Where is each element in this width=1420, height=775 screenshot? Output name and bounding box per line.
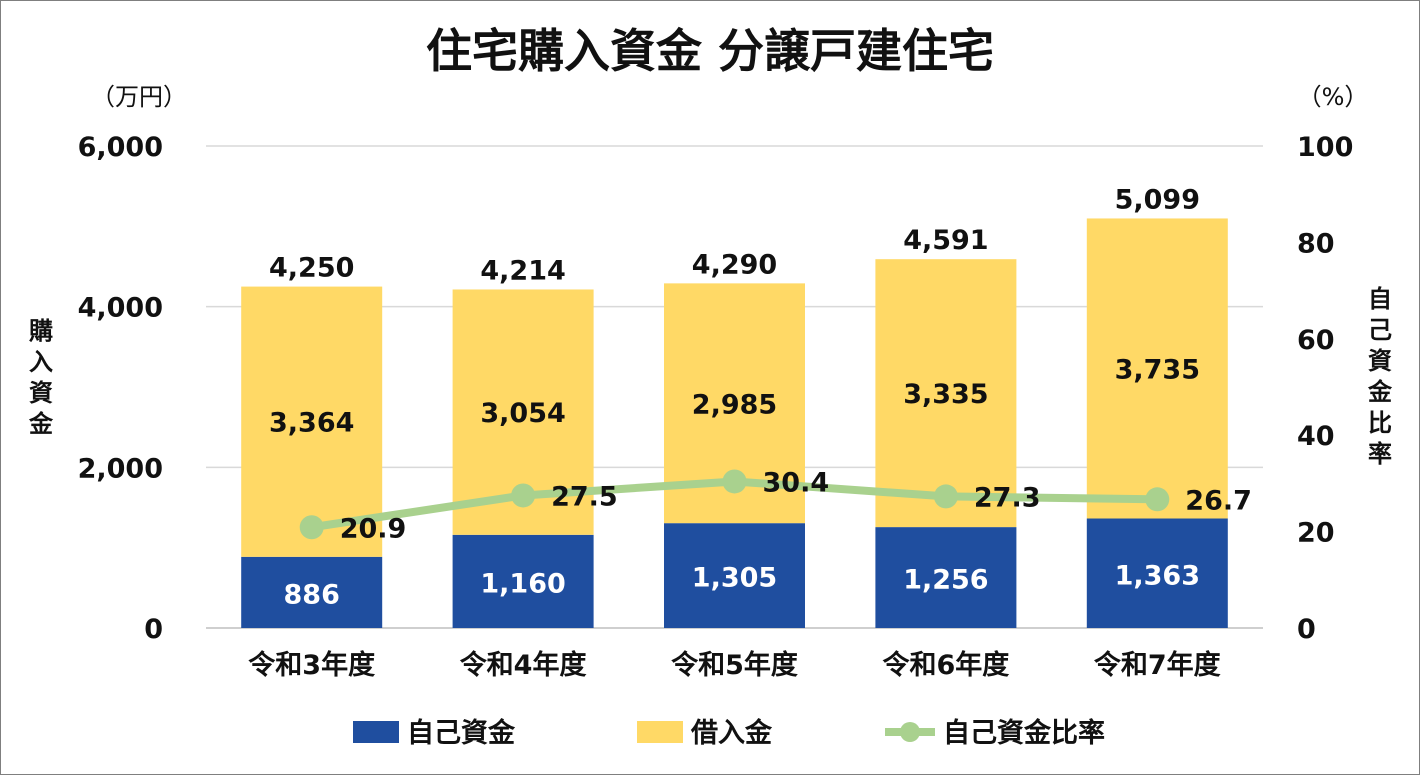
ratio-point (933, 484, 958, 509)
own-funds-value-label: 1,363 (1115, 560, 1200, 591)
legend-label-ratio: 自己資金比率 (943, 717, 1105, 749)
loan-value-label: 3,054 (480, 398, 565, 429)
right-tick-label: 80 (1297, 228, 1335, 259)
own-funds-value-label: 1,160 (480, 568, 565, 599)
bar-own-funds (664, 523, 805, 628)
right-tick-label: 60 (1297, 325, 1335, 356)
chart-title: 住宅購入資金 分譲戸建住宅 (426, 24, 994, 78)
category-label: 令和5年度 (671, 649, 798, 681)
category-label: 令和7年度 (1094, 649, 1221, 681)
right-tick-label: 100 (1297, 132, 1353, 163)
ratio-value-label: 27.3 (974, 482, 1041, 513)
bar-loan (241, 286, 383, 557)
ratio-point (511, 483, 536, 508)
bar-loan (875, 259, 1017, 528)
legend-label-loan: 借入金 (690, 717, 773, 749)
loan-value-label: 3,364 (269, 408, 354, 439)
ratio-point (299, 515, 324, 540)
left-tick-label: 4,000 (78, 293, 163, 324)
bar-own-funds (241, 556, 383, 628)
legend-swatch-own-funds (353, 721, 399, 743)
total-value-label: 5,099 (1115, 184, 1200, 215)
loan-value-label: 3,735 (1115, 354, 1200, 385)
category-label: 令和4年度 (460, 649, 587, 681)
own-funds-value-label: 1,256 (903, 565, 988, 596)
legend-swatch-ratio-marker (900, 722, 920, 742)
legend: 自己資金 借入金 自己資金比率 (353, 717, 1105, 749)
own-funds-value-label: 886 (284, 579, 340, 610)
legend-swatch-loan (637, 721, 683, 743)
ratio-value-label: 20.9 (340, 513, 407, 544)
left-tick-label: 6,000 (78, 132, 163, 163)
left-axis-label: 購入資金 (28, 317, 54, 438)
ratio-value-label: 30.4 (763, 467, 830, 498)
right-tick-label: 0 (1297, 614, 1316, 645)
left-axis-title: 購入資金 (28, 317, 54, 438)
category-labels: 令和3年度 令和4年度 令和5年度 令和6年度 令和7年度 (248, 649, 1220, 681)
bars: 886 3,364 4,250 1,160 3,054 4,214 1,305 2,985 4,… (241, 184, 1228, 628)
ratio-point (1145, 487, 1170, 512)
loan-value-label: 3,335 (903, 379, 988, 410)
right-tick-label: 40 (1297, 421, 1335, 452)
total-value-label: 4,290 (692, 249, 777, 280)
right-tick-label: 20 (1297, 518, 1335, 549)
total-value-label: 4,591 (903, 225, 988, 256)
bar-own-funds (875, 527, 1017, 628)
right-axis-label: 自己資金比率 (1367, 285, 1393, 468)
ratio-value-label: 26.7 (1185, 485, 1252, 516)
ratio-point (722, 469, 747, 494)
ratio-line: 20.9 27.5 30.4 27.3 26.7 (299, 467, 1252, 544)
right-axis-title: 自己資金比率 (1367, 285, 1393, 468)
bar-own-funds (1086, 518, 1228, 628)
left-tick-label: 0 (144, 614, 163, 645)
legend-label-own-funds: 自己資金 (407, 717, 516, 749)
right-axis-unit: （%） (1298, 83, 1369, 111)
left-axis-ticks: 0 2,000 4,000 6,000 (78, 132, 163, 645)
category-label: 令和3年度 (248, 649, 375, 681)
total-value-label: 4,250 (269, 253, 354, 284)
bar-own-funds (452, 534, 594, 628)
left-tick-label: 2,000 (78, 453, 163, 484)
category-label: 令和6年度 (883, 649, 1010, 681)
bar-loan (1086, 218, 1228, 519)
left-axis-unit: （万円） (91, 83, 187, 111)
ratio-value-label: 27.5 (551, 481, 618, 512)
loan-value-label: 2,985 (692, 389, 777, 420)
right-axis-ticks: 0 20 40 60 80 100 (1297, 132, 1353, 645)
own-funds-value-label: 1,305 (692, 563, 777, 594)
total-value-label: 4,214 (480, 255, 565, 286)
